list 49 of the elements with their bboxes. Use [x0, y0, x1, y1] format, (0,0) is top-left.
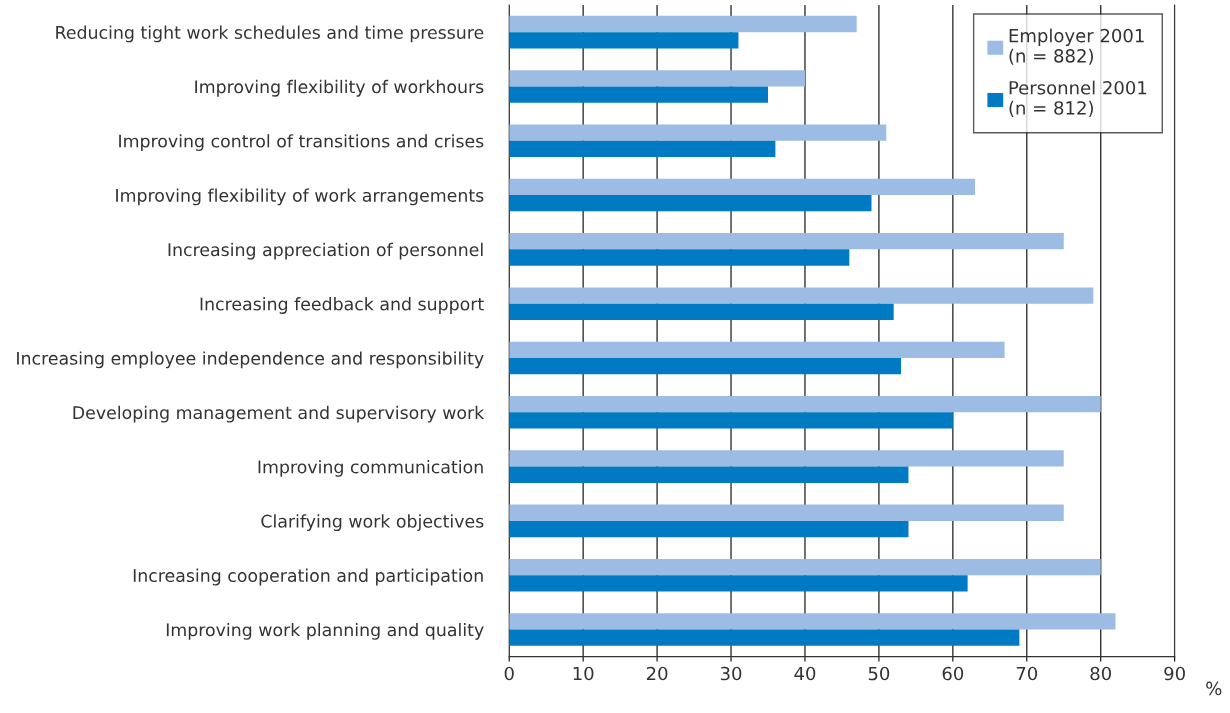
bar — [509, 233, 1064, 250]
bar — [509, 124, 887, 141]
y-tick-label: Improving work planning and quality — [166, 622, 484, 640]
y-tick-label: Improving communication — [258, 460, 483, 477]
y-tick-label: Increasing employee independence and responsibility — [17, 351, 484, 369]
bar — [509, 86, 768, 103]
bar — [509, 450, 1064, 467]
x-tick-label: 10 — [573, 666, 594, 681]
bar — [509, 341, 1005, 358]
y-tick-label: Improving flexibility of workhours — [195, 79, 484, 97]
y-tick-label: Improving control of transitions and crises — [119, 134, 484, 151]
bar — [509, 140, 776, 158]
y-tick-label: Reducing tight work schedules and time pressure — [56, 25, 484, 43]
bar — [509, 32, 739, 49]
bar — [509, 396, 1101, 413]
bar — [509, 504, 1064, 521]
y-tick-label: Improving flexibility of work arrangements — [116, 188, 484, 206]
x-axis-title: % — [1206, 681, 1222, 696]
x-tick-label: 40 — [794, 666, 816, 681]
bar — [509, 70, 805, 87]
x-tick-label: 90 — [1164, 666, 1185, 681]
bar — [509, 357, 902, 375]
x-tick-label: 60 — [942, 666, 964, 681]
x-tick-label: 50 — [868, 666, 890, 681]
x-tick-label: 30 — [720, 666, 742, 681]
y-tick-label: Developing management and supervisory work — [73, 405, 485, 423]
y-tick-label: Increasing appreciation of personnel — [168, 242, 483, 260]
bar — [509, 178, 976, 196]
bar — [509, 613, 1116, 630]
x-tick-label: 0 — [504, 666, 514, 681]
legend-label: Personnel 2001 (n = 812) — [1009, 80, 1147, 117]
bar — [509, 558, 1101, 576]
bar — [509, 195, 872, 212]
bar — [509, 575, 968, 592]
bar — [509, 466, 909, 483]
bar — [509, 15, 857, 33]
y-tick-label: Increasing cooperation and participation — [133, 568, 483, 586]
bar — [509, 287, 1094, 304]
bar — [509, 249, 850, 266]
x-tick-label: 20 — [646, 666, 668, 681]
bar — [509, 303, 894, 320]
y-tick-label: Increasing feedback and support — [200, 297, 484, 314]
bar — [509, 412, 953, 429]
y-tick-label: Clarifying work objectives — [261, 514, 484, 532]
bar — [509, 520, 909, 538]
bar — [509, 629, 1020, 646]
x-tick-label: 80 — [1090, 666, 1111, 681]
x-tick-label: 70 — [1016, 666, 1038, 681]
legend-label: Employer 2001 (n = 882) — [1009, 28, 1144, 65]
